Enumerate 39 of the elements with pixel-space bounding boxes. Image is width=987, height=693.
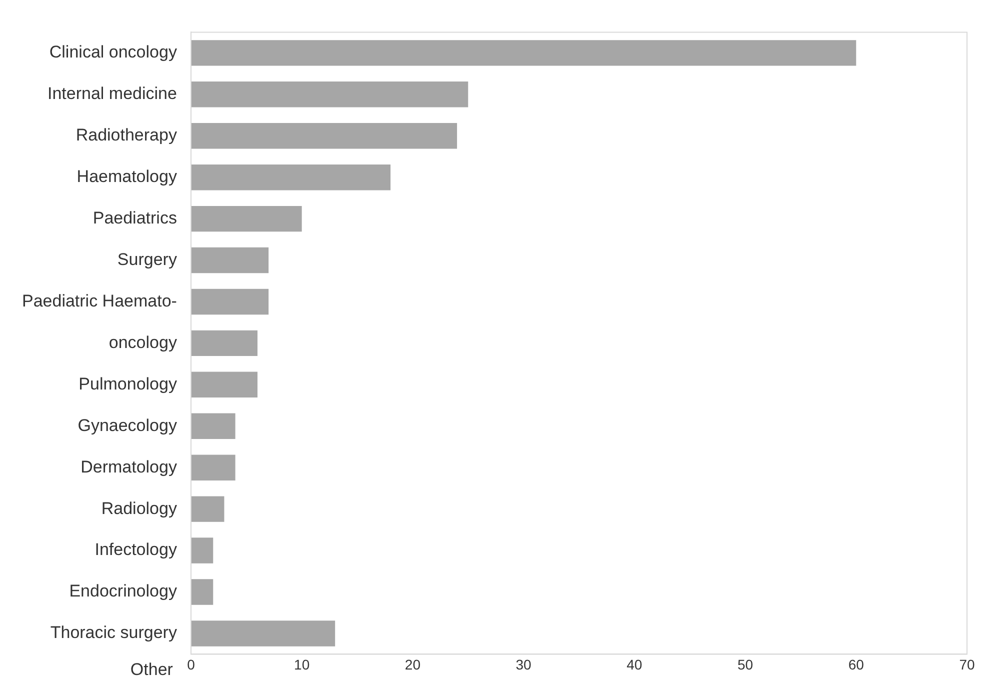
y-tick-label: Infectology	[94, 540, 178, 560]
bar	[190, 620, 336, 646]
y-tick-label: oncology	[108, 332, 178, 352]
text: Other	[130, 660, 174, 679]
x-tick-label: 0	[187, 656, 196, 672]
bar	[190, 288, 269, 315]
x-tick-label: 70	[959, 656, 975, 672]
y-tick-label: Pulmonology	[78, 374, 178, 394]
bar	[190, 579, 214, 605]
x-tick-label: 40	[626, 656, 642, 672]
x-tick-label: 60	[848, 656, 864, 672]
y-tick-label: Internal medicine	[47, 84, 177, 104]
bar	[190, 454, 236, 480]
x-tick-label: 50	[737, 656, 754, 672]
bar	[190, 82, 468, 108]
y-tick-label: Radiology	[101, 498, 178, 518]
bar	[190, 330, 258, 356]
y-tick-label: Surgery	[117, 250, 178, 269]
bar	[190, 206, 302, 232]
bar	[190, 496, 224, 522]
bar	[190, 164, 391, 190]
bar	[190, 123, 458, 149]
bar	[190, 538, 214, 564]
bar	[190, 247, 269, 274]
y-tick-label: Thoracic surgery	[50, 623, 178, 642]
x-tick-label: 10	[294, 656, 310, 672]
x-tick-label: 20	[404, 656, 421, 672]
x-tick-label: 30	[516, 656, 532, 672]
y-tick-label: Gynaecology	[78, 416, 178, 435]
y-tick-label: Dermatology	[80, 457, 178, 476]
y-tick-label: Endocrinology	[69, 582, 178, 601]
bar	[190, 372, 258, 398]
y-tick-label: Radiotherapy	[76, 126, 178, 145]
y-tick-label: Haematology	[76, 167, 178, 186]
y-tick-label: Clinical oncology	[49, 42, 178, 62]
bar	[190, 40, 856, 66]
y-tick-label: Paediatric Haemato-	[22, 291, 177, 310]
y-tick-label: Paediatrics	[92, 208, 177, 228]
bar	[190, 413, 236, 439]
